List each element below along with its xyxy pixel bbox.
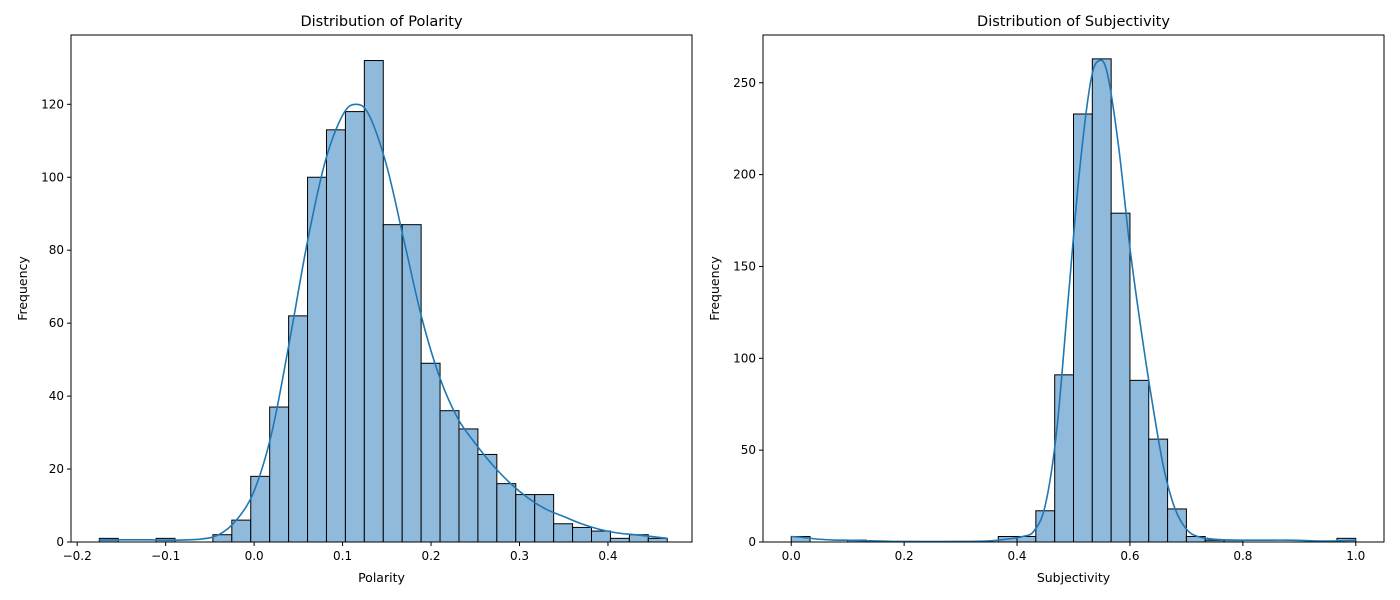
- polarity-x-tick-label: 0.4: [598, 549, 617, 563]
- polarity-bar: [288, 315, 309, 543]
- subjectivity-y-tick-label: 150: [733, 259, 756, 273]
- polarity-bar: [647, 537, 668, 543]
- polarity-y-tick-label: 120: [41, 97, 64, 111]
- polarity-x-axis-label: Polarity: [358, 570, 405, 585]
- subjectivity-bar: [1073, 113, 1093, 543]
- polarity-y-tick-label: 20: [49, 462, 64, 476]
- polarity-bar: [609, 537, 630, 543]
- subjectivity-plot-frame: [762, 34, 1385, 543]
- subjectivity-y-tick-label: 250: [733, 76, 756, 90]
- subjectivity-y-tick-label: 50: [741, 443, 756, 457]
- polarity-bar: [439, 410, 460, 543]
- subjectivity-bar: [1110, 212, 1131, 543]
- subjectivity-y-tick-label: 0: [748, 535, 756, 549]
- subjectivity-chart-title: Distribution of Subjectivity: [977, 14, 1170, 30]
- subjectivity-bar: [1129, 379, 1150, 543]
- polarity-x-tick-label: 0.2: [421, 549, 440, 563]
- polarity-x-tick-label: −0.1: [151, 549, 180, 563]
- subjectivity-x-tick-label: 0.6: [1120, 549, 1139, 563]
- polarity-x-tick-label: −0.2: [63, 549, 92, 563]
- subjectivity-chart: Distribution of Subjectivity 0.0 0.2 0.4 0.…: [707, 14, 1385, 585]
- subjectivity-y-tick-label: 200: [733, 168, 756, 182]
- polarity-bars: [98, 60, 668, 543]
- subjectivity-x-tick-label: 1.0: [1346, 549, 1365, 563]
- polarity-bar: [325, 129, 346, 543]
- polarity-bar: [250, 475, 271, 543]
- polarity-bar: [572, 526, 593, 543]
- polarity-bar: [231, 519, 252, 543]
- polarity-bar: [553, 523, 574, 543]
- polarity-bar: [591, 530, 611, 543]
- polarity-y-tick-label: 0: [56, 535, 64, 549]
- subjectivity-x-tick-label: 0.0: [782, 549, 801, 563]
- polarity-y-tick-label: 100: [41, 170, 64, 184]
- polarity-bar: [420, 362, 441, 543]
- polarity-y-tick-label: 40: [49, 389, 64, 403]
- polarity-bar: [344, 111, 365, 543]
- subjectivity-y-axis-label: Frequency: [707, 256, 722, 321]
- polarity-x-tick-label: 0.0: [245, 549, 264, 563]
- polarity-chart-title: Distribution of Polarity: [300, 14, 462, 30]
- polarity-y-tick-label: 80: [49, 243, 64, 257]
- subjectivity-bar: [1035, 510, 1056, 543]
- subjectivity-bar: [1091, 58, 1112, 543]
- polarity-plot-frame: [70, 34, 693, 543]
- polarity-x-tick-label: 0.1: [333, 549, 352, 563]
- polarity-bar: [382, 224, 403, 543]
- subjectivity-x-tick-label: 0.4: [1007, 549, 1026, 563]
- subjectivity-bar: [1148, 438, 1169, 543]
- subjectivity-x-tick-label: 0.8: [1233, 549, 1252, 563]
- subjectivity-bars: [790, 58, 1357, 543]
- polarity-x-axis: −0.2 −0.1 0.0 0.1 0.2 0.3 0.4: [63, 542, 618, 563]
- polarity-x-tick-label: 0.3: [510, 549, 529, 563]
- subjectivity-y-tick-label: 100: [733, 351, 756, 365]
- polarity-bar: [496, 483, 517, 543]
- polarity-y-axis: 0 20 40 60 80 100 120: [41, 97, 71, 549]
- subjectivity-kde-line: [791, 59, 1356, 543]
- polarity-bar: [307, 176, 327, 543]
- subjectivity-x-axis: 0.0 0.2 0.4 0.6 0.8 1.0: [782, 542, 1365, 563]
- polarity-bar: [363, 60, 384, 543]
- polarity-bar: [458, 428, 479, 543]
- polarity-y-tick-label: 60: [49, 316, 64, 330]
- polarity-y-axis-label: Frequency: [15, 256, 30, 321]
- polarity-kde-line: [99, 103, 668, 542]
- subjectivity-x-tick-label: 0.2: [895, 549, 914, 563]
- polarity-bar: [534, 494, 555, 543]
- polarity-bar: [515, 494, 536, 543]
- polarity-chart: Distribution of Polarity −0.2 −0.1 0.0 0.1 0…: [15, 14, 693, 585]
- subjectivity-y-axis: 0 50 100 150 200 250: [733, 76, 763, 549]
- subjectivity-x-axis-label: Subjectivity: [1037, 570, 1111, 585]
- subjectivity-bar: [1054, 374, 1074, 543]
